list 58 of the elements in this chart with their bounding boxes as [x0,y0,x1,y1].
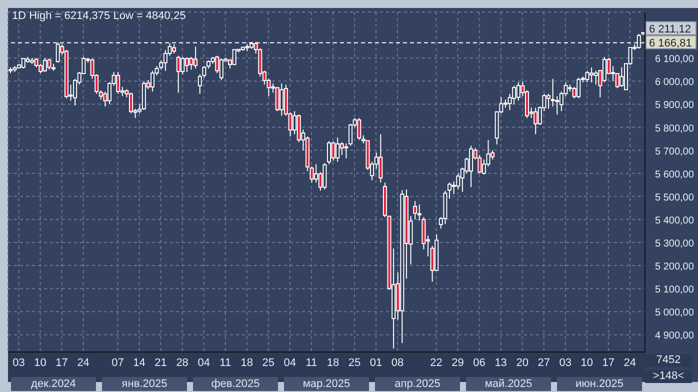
x-tick-label: 29 [452,356,464,369]
x-tick-label: 13 [494,356,507,369]
text: янв.2025 [102,377,187,391]
x-tick-label: 22 [430,356,442,369]
y-tick-label: 6 000,00 [655,77,694,88]
candlestick [340,142,344,156]
y-tick-label: 4 900,00 [655,330,694,342]
y-tick-label: 5 900,00 [655,100,694,112]
y-tick-label: 5 800,00 [655,123,694,134]
x-tick-label: 20 [516,356,528,369]
text: май.2025 [466,377,551,391]
x-tick-label: 21 [154,356,167,369]
x-tick-label: 11 [220,356,232,369]
y-tick-label: 6 100,00 [655,54,694,66]
x-tick-label: 27 [538,356,550,369]
y-tick-label: 5 000,00 [655,308,694,319]
text: июн.2025 [557,377,642,391]
x-tick-label: 24 [77,356,90,369]
x-tick-label: 03 [12,356,25,369]
y-tick-label: 5 400,00 [655,215,694,226]
x-tick-label: 10 [580,356,594,369]
x-tick-label: 28 [176,356,188,369]
x-tick-label: 25 [348,356,361,369]
candlestick [232,49,236,66]
text: фев.2025 [193,377,278,391]
y-tick-label: 5 500,00 [655,192,694,204]
y-tick-label: 5 700,00 [655,146,694,158]
x-tick-label: 25 [262,356,275,369]
x-tick-label: 24 [624,356,636,369]
chart-title: 1D High = 6214,375 Low = 4840,25 [12,10,186,22]
text: дек.2024 [11,377,96,391]
y-tick-label: 5 200,00 [655,262,694,273]
candlestick [413,200,418,220]
y-tick-label: 5 100,00 [655,284,694,296]
text: мар.2025 [284,377,369,391]
x-tick-label: 10 [34,356,46,369]
x-tick-label: 04 [284,356,296,369]
text: >148< [645,370,692,383]
x-tick-label: 18 [240,356,253,369]
x-tick-label: 04 [198,356,210,369]
x-tick-label: 18 [326,356,340,369]
x-tick-label: 11 [306,356,318,369]
x-tick-label: 01 [370,356,382,369]
candlestick [534,107,538,135]
text: апр.2025 [375,377,460,391]
y-tick-label: 5 600,00 [655,169,694,180]
text: 7452 [645,354,692,367]
x-tick-label: 08 [391,356,404,369]
y-tick-label: 5 300,00 [655,238,694,250]
x-tick-label: 07 [112,356,124,369]
x-tick-label: 17 [602,356,615,369]
x-tick-label: 14 [133,356,146,369]
x-tick-label: 03 [559,356,572,369]
text: 6 211,12 [649,24,692,36]
x-tick-label: 06 [473,356,486,369]
ref-line-label: 6 166,81 [649,38,692,50]
candlestick [550,78,555,108]
x-tick-label: 17 [56,356,68,369]
